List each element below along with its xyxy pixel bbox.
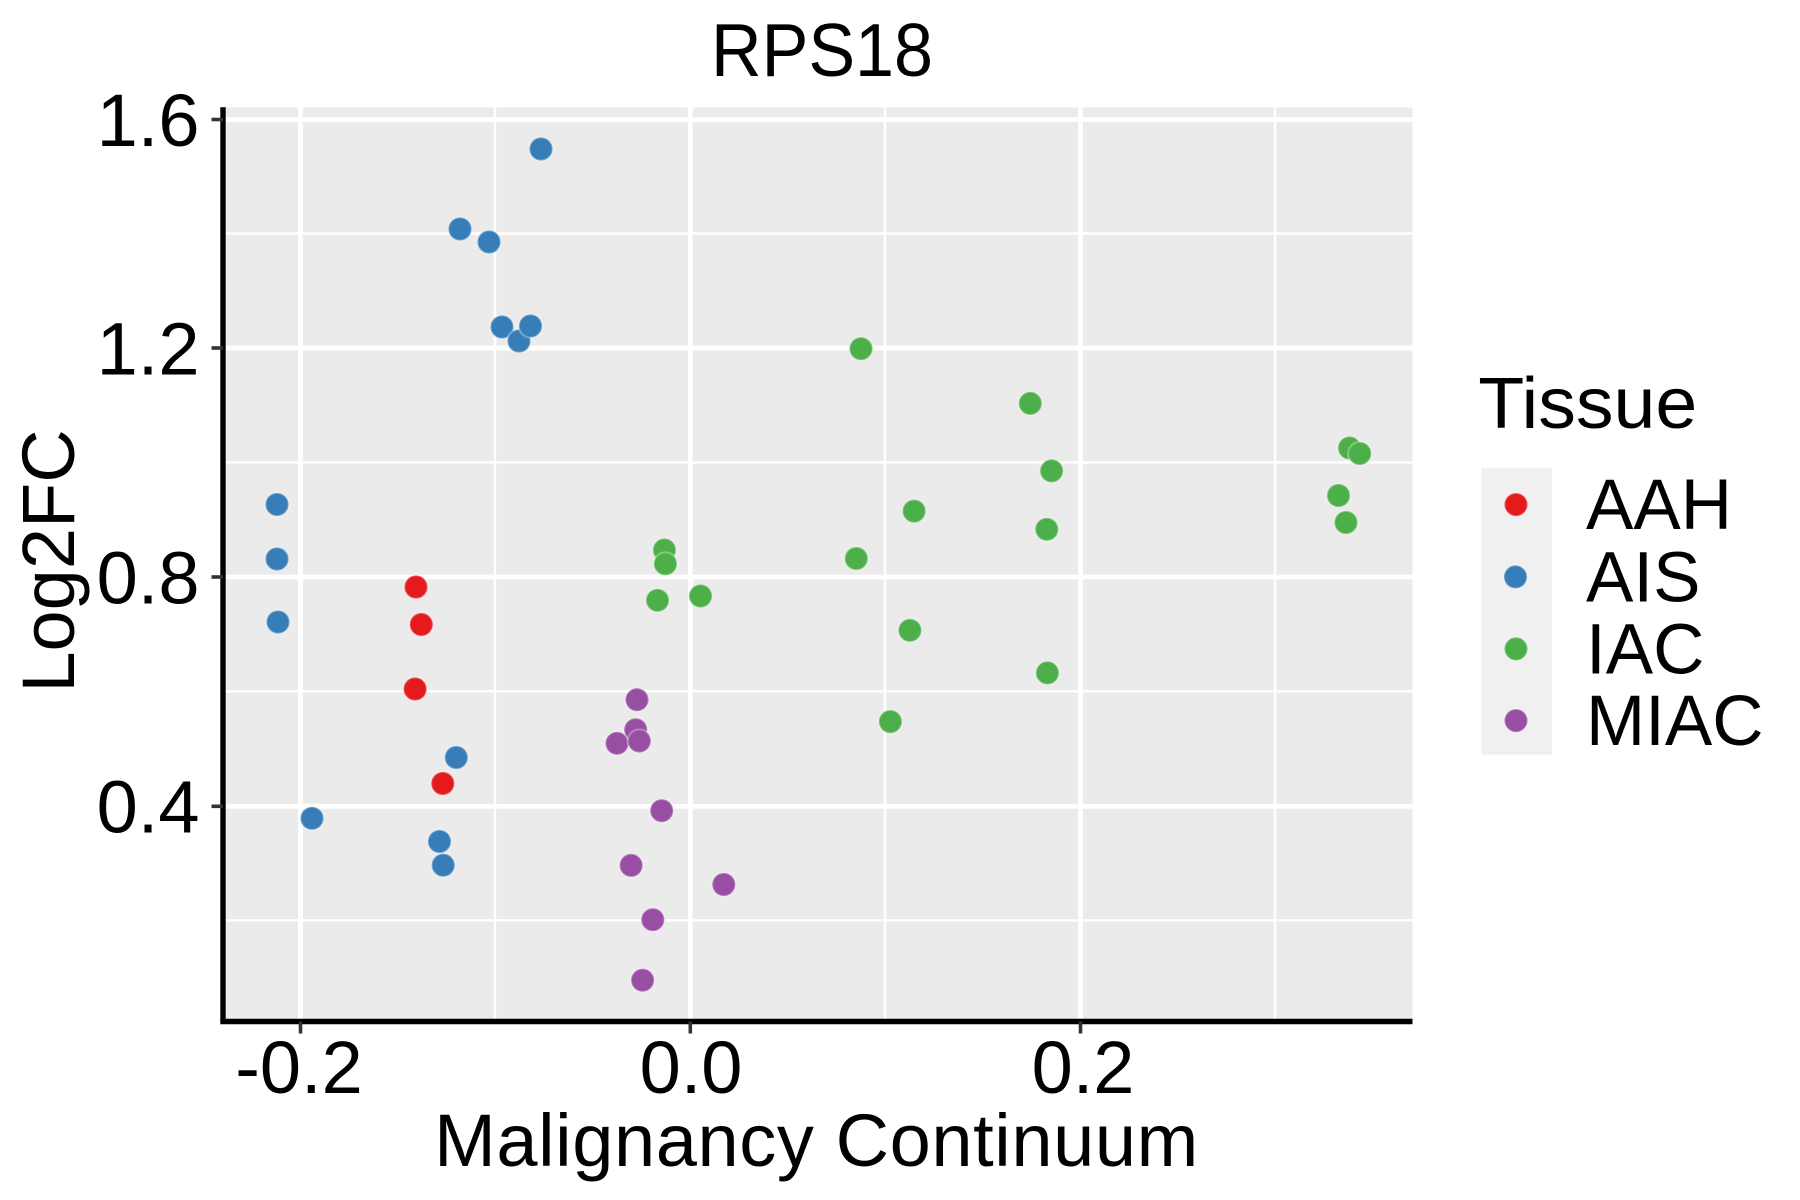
svg-text:0.0: 0.0 <box>640 1026 743 1109</box>
svg-text:AAH: AAH <box>1586 466 1732 545</box>
svg-text:1.6: 1.6 <box>97 79 200 162</box>
svg-text:Tissue: Tissue <box>1478 364 1697 444</box>
svg-text:0.8: 0.8 <box>97 537 200 620</box>
svg-text:-0.2: -0.2 <box>235 1026 363 1109</box>
svg-text:MIAC: MIAC <box>1586 682 1764 761</box>
svg-text:RPS18: RPS18 <box>711 8 933 92</box>
svg-text:Malignancy Continuum: Malignancy Continuum <box>434 1099 1199 1182</box>
svg-text:Log2FC: Log2FC <box>7 429 90 692</box>
svg-text:0.4: 0.4 <box>97 766 200 849</box>
svg-text:1.2: 1.2 <box>97 308 200 391</box>
svg-text:0.2: 0.2 <box>1032 1026 1135 1109</box>
svg-text:AIS: AIS <box>1586 538 1700 617</box>
svg-text:IAC: IAC <box>1586 610 1704 689</box>
